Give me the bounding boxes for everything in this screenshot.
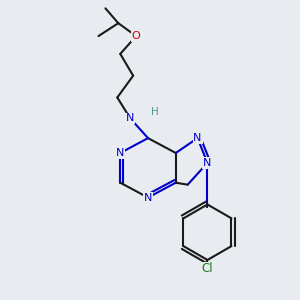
Text: O: O (132, 31, 140, 41)
Text: N: N (194, 133, 202, 143)
Text: Cl: Cl (202, 262, 213, 275)
Text: N: N (116, 148, 124, 158)
Text: H: H (151, 107, 159, 117)
Text: N: N (144, 193, 152, 202)
Text: N: N (203, 158, 212, 168)
Text: N: N (126, 113, 134, 123)
